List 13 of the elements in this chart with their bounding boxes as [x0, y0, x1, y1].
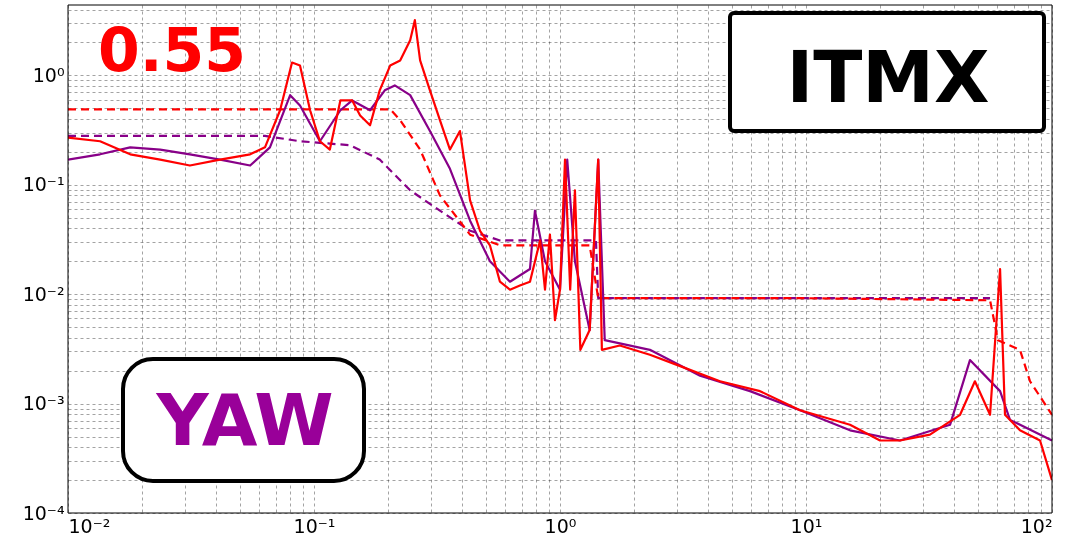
y-tick-label: 10⁰	[32, 63, 65, 86]
annotation: 0.55	[98, 15, 247, 85]
x-tick-label: 10²	[1020, 514, 1053, 537]
x-tick-label: 10¹	[790, 514, 823, 537]
y-tick-label: 10⁻²	[22, 282, 65, 305]
annotation: ITMX	[786, 35, 990, 119]
x-tick-label: 10⁻²	[68, 514, 111, 537]
y-tick-label: 10⁻⁴	[22, 501, 65, 524]
y-tick-label: 10⁻¹	[22, 173, 65, 196]
x-tick-label: 10⁻¹	[293, 514, 336, 537]
x-tick-label: 10⁰	[544, 514, 577, 537]
y-tick-label: 10⁻³	[22, 392, 65, 415]
annotation: YAW	[155, 378, 334, 462]
